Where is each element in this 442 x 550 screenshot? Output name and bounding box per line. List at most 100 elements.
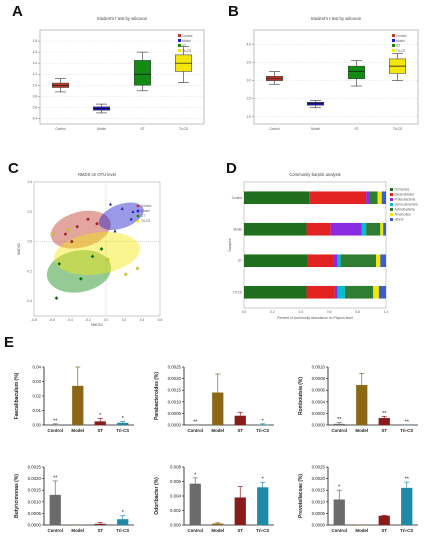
significance-marker: * [122,510,125,516]
x-tick-label: ST [237,428,243,433]
stacked-segment-actinobacteria [368,191,378,205]
x-tick-label: 0.0 [242,310,247,314]
significance-marker: ** [53,418,58,424]
y-tick-label: 0.0010 [312,499,326,504]
y-axis-label: Prevotellaceae (%) [298,474,304,519]
ellipse-st [46,250,112,293]
stacked-segment-proteobacteria [366,191,369,205]
stacked-segment-tenericutes [380,222,384,236]
y-tick-label: 3.0 [247,79,252,83]
bar-st [378,418,390,425]
bar-tri-cs [401,487,413,525]
x-tick-label: 1.0 [384,310,389,314]
stacked-segment-tenericutes [373,285,379,299]
bar-chart-butyricimonas: 0.0000 0.0005 0.0010 0.0015 0.0020 0.0025 Buty… [14,465,134,533]
y-axis-label: Romboutsia (%) [298,377,304,415]
y-tick-label: 0.0005 [312,511,326,516]
y-axis-label: Parabacteroides (%) [154,372,160,420]
y-tick-label: 0.002 [170,508,182,513]
significance-marker: ** [405,477,410,483]
bar-st [94,421,106,425]
legend-swatch [392,49,395,52]
y-tick-label: 0.6 [33,105,38,109]
bar-tri-cs [257,487,269,525]
plot-frame [39,29,205,125]
point-model [108,202,113,206]
y-tick-label: 0.0025 [168,365,182,370]
significance-marker: * [194,472,197,478]
stacked-segment-firmicutes [244,191,310,205]
stacked-segment-verrucomicrobia [337,254,341,268]
y-tick-label: 0.004 [170,494,182,499]
x-tick-label: Tri-CS [393,127,402,131]
y-tick-label: 0.0005 [168,411,182,416]
y-tick-label: 0.008 [170,465,182,470]
bar-chart-parabacteroides: 0.0000 0.0005 0.0010 0.0015 0.0020 0.0025 Para… [154,365,274,433]
x-tick-label: Model [97,127,106,131]
legend-swatch [136,214,140,218]
legend-label: Tri-CS [141,219,150,223]
x-tick-label: Control [331,428,347,433]
ellipse-model [98,202,144,231]
legend-label: Verrucomicrobia [395,203,418,207]
point-tri-cs [135,266,139,270]
legend-swatch [136,219,140,223]
y-tick-label: 0.00 [32,423,41,428]
stacked-segment-firmicutes [244,254,308,268]
y-tick-label: 0.04 [32,365,41,370]
y-axis-label: Samples [228,238,232,251]
y-tick-label: 0.0000 [28,523,42,528]
boxplot-b: Student's t test by wilcoxon 2.0 2.5 3.0 3.5… [247,16,419,131]
bar-control [49,424,61,425]
box-st [134,60,151,86]
stacked-segment-actinobacteria [366,222,381,236]
significance-marker: * [99,413,102,419]
legend-swatch [390,198,393,201]
y-tick-label: Model [233,227,242,231]
y-tick-label: 0.0005 [28,511,42,516]
legend-label: Model [141,209,150,213]
y-tick-label: 1.0 [33,83,38,87]
y-tick-label: 1.6 [33,50,38,54]
significance-marker: ** [337,417,342,423]
y-tick-label: 0.0010 [168,399,182,404]
ellipse-control [50,210,111,249]
point-tri-cs [106,257,110,261]
bar-model [212,523,224,525]
legend-label: ST [141,214,145,218]
stacked-segment-proteobacteria [333,254,338,268]
stacked-segment-others [383,222,386,236]
nmds-plot-c: NMDS on OTU level -0.8 -0.6 -0.4 -0.2 0.0 0.2 0… [17,172,162,327]
bar-st [234,497,246,525]
bar-tri-cs [117,519,129,525]
point-model [129,217,133,221]
y-tick-label: Control [232,196,243,200]
legend-label: Model [182,39,191,43]
legend-swatch [392,44,395,47]
x-axis-label: NMDS1 [91,323,103,327]
stacked-segment-bacteroidetes [309,191,367,205]
point-model [120,207,124,210]
bar-control [333,499,345,525]
y-tick-label: 0.0025 [28,465,42,470]
x-tick-label: Control [47,528,63,533]
point-tri-cs [50,232,54,236]
x-tick-label: Control [187,428,203,433]
significance-marker: * [338,485,341,491]
y-tick-label: 0.8 [33,94,38,98]
stacked-segment-actinobacteria [344,285,374,299]
panel-label-a: A [12,3,23,20]
x-tick-label: Control [331,528,347,533]
y-tick-label: 1.2 [33,72,38,76]
y-tick-label: 4.0 [247,42,252,46]
point-st [54,296,59,300]
x-tick-label: ST [237,528,243,533]
x-tick-label: 0.4 [299,310,304,314]
point-tri-cs [66,228,70,232]
x-tick-label: ST [97,528,103,533]
y-tick-label: 2.5 [247,97,252,101]
x-tick-label: Model [71,428,84,433]
plot-frame [253,29,419,125]
x-tick-label: 0.2 [122,318,127,322]
legend-label: Model [396,39,405,43]
